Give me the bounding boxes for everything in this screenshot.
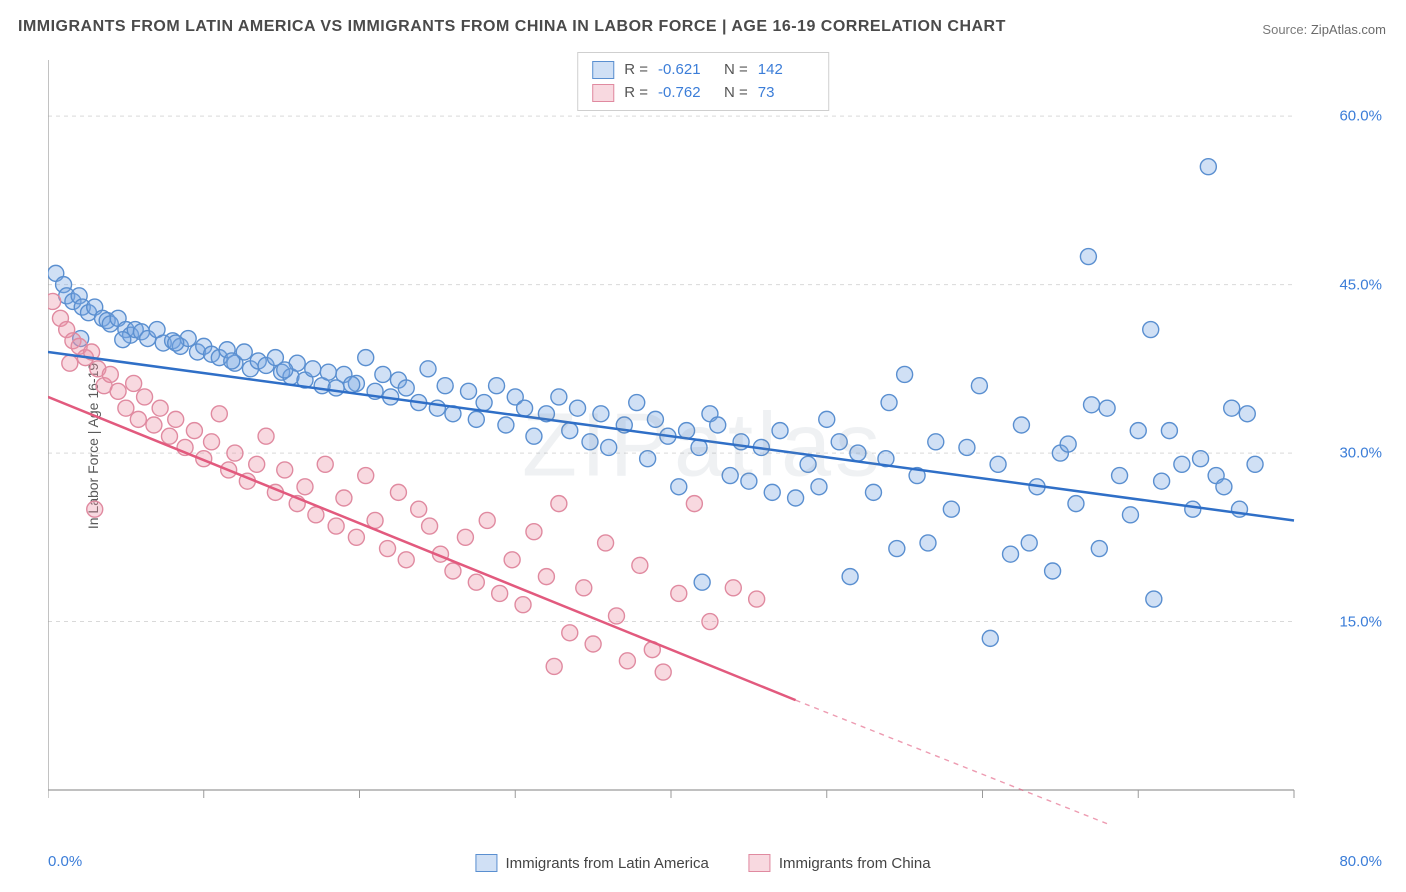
n-value-china: 73 bbox=[758, 82, 814, 105]
swatch-china-icon bbox=[592, 84, 614, 102]
bottom-legend: Immigrants from Latin America Immigrants… bbox=[475, 854, 930, 872]
x-axis-max-label: 80.0% bbox=[1339, 853, 1382, 870]
stats-legend-box: R = -0.621 N = 142 R = -0.762 N = 73 bbox=[577, 52, 829, 111]
r-label: R = bbox=[624, 59, 648, 82]
legend-label-china: Immigrants from China bbox=[779, 855, 931, 872]
y-tick-30: 30.0% bbox=[1339, 445, 1382, 462]
chart-container: IMMIGRANTS FROM LATIN AMERICA VS IMMIGRA… bbox=[0, 0, 1406, 892]
y-tick-45: 45.0% bbox=[1339, 276, 1382, 293]
legend-swatch-china-icon bbox=[749, 854, 771, 872]
scatter-plot bbox=[48, 50, 1384, 830]
y-tick-60: 60.0% bbox=[1339, 108, 1382, 125]
legend-item-china: Immigrants from China bbox=[749, 854, 931, 872]
chart-title: IMMIGRANTS FROM LATIN AMERICA VS IMMIGRA… bbox=[18, 18, 1006, 36]
source-label: Source: bbox=[1262, 22, 1307, 37]
legend-item-latin: Immigrants from Latin America bbox=[475, 854, 708, 872]
swatch-latin-icon bbox=[592, 61, 614, 79]
stats-row-latin: R = -0.621 N = 142 bbox=[592, 59, 814, 82]
y-tick-15: 15.0% bbox=[1339, 613, 1382, 630]
source-attribution: Source: ZipAtlas.com bbox=[1262, 22, 1386, 37]
n-label: N = bbox=[724, 59, 748, 82]
r-label-2: R = bbox=[624, 82, 648, 105]
x-axis-min-label: 0.0% bbox=[48, 853, 82, 870]
n-value-latin: 142 bbox=[758, 59, 814, 82]
stats-row-china: R = -0.762 N = 73 bbox=[592, 82, 814, 105]
r-value-china: -0.762 bbox=[658, 82, 714, 105]
source-link[interactable]: ZipAtlas.com bbox=[1311, 22, 1386, 37]
legend-swatch-latin-icon bbox=[475, 854, 497, 872]
r-value-latin: -0.621 bbox=[658, 59, 714, 82]
legend-label-latin: Immigrants from Latin America bbox=[505, 855, 708, 872]
n-label-2: N = bbox=[724, 82, 748, 105]
